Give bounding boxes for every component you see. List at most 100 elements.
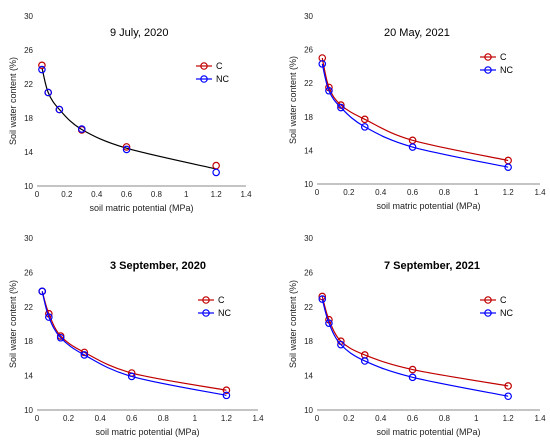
data-point-nc [127, 372, 136, 381]
y-tick-label: 30 [304, 234, 313, 243]
data-point-nc [337, 103, 345, 112]
x-tick-label: 1.4 [252, 414, 264, 423]
y-tick-label: 26 [304, 268, 313, 277]
data-point-c [212, 161, 220, 170]
data-point-nc [212, 168, 220, 177]
chart-title: 20 May, 2021 [384, 27, 450, 39]
legend-marker-nc [484, 309, 492, 317]
x-tick-label: 1.2 [221, 414, 233, 423]
data-point-c [38, 61, 46, 70]
data-point-nc [504, 392, 512, 401]
x-tick-label: 0.2 [343, 188, 355, 197]
x-axis-label: soil matric potential (MPa) [376, 427, 480, 437]
x-axis-label: soil matric potential (MPa) [95, 427, 199, 437]
y-axis-label: Soil water content (%) [288, 280, 298, 368]
data-point-nc [318, 295, 327, 303]
data-point-nc [325, 319, 333, 327]
y-tick-label: 22 [24, 80, 33, 89]
y-tick-label: 14 [24, 372, 33, 381]
data-point-c [408, 365, 417, 374]
series-line-nc [321, 298, 509, 397]
chart-panel: 10 14 18 22 26 30 0 0.2 0.4 0.6 0.8 1 1.2 1.4 soil mat… [8, 12, 252, 213]
chart-panel: 10 14 18 22 26 30 0 0.2 0.4 0.6 0.8 1 1.2 1.4 soil mat… [8, 234, 264, 437]
x-tick-label: 0 [315, 414, 320, 423]
x-tick-label: 0.8 [439, 188, 451, 197]
legend-label-c: C [500, 295, 507, 305]
x-tick-label: 0 [315, 188, 320, 197]
trend-line [41, 67, 217, 170]
x-tick-label: 0.6 [407, 188, 419, 197]
y-tick-label: 10 [304, 180, 313, 189]
x-tick-label: 1.4 [534, 414, 546, 423]
data-point-nc [80, 351, 89, 359]
x-tick-label: 1.4 [534, 188, 546, 197]
x-tick-label: 0.4 [91, 190, 103, 199]
y-tick-label: 18 [304, 337, 313, 346]
x-tick-label: 0.2 [343, 414, 355, 423]
legend: C NC [196, 61, 229, 84]
data-point-nc [360, 357, 369, 365]
chart-title: 3 September, 2020 [110, 260, 206, 272]
chart-title: 7 September, 2021 [384, 260, 480, 272]
x-tick-label: 0.8 [151, 190, 163, 199]
y-tick-label: 18 [304, 113, 313, 122]
y-axis-label: Soil water content (%) [288, 56, 298, 144]
x-tick-label: 1.2 [503, 188, 515, 197]
legend-marker-c [202, 296, 210, 304]
data-point-nc [77, 125, 86, 133]
y-tick-label: 30 [304, 12, 313, 21]
x-tick-label: 1 [474, 414, 479, 423]
y-tick-label: 18 [24, 337, 33, 346]
y-tick-label: 10 [304, 406, 313, 415]
x-tick-label: 1 [184, 190, 189, 199]
data-point-c [122, 143, 131, 151]
legend: C NC [480, 295, 513, 318]
chart-title: 9 July, 2020 [110, 27, 169, 39]
x-tick-label: 0.8 [158, 414, 170, 423]
data-point-nc [44, 88, 52, 97]
data-point-nc [318, 60, 327, 68]
x-tick-label: 0.2 [63, 414, 75, 423]
legend-label-nc: NC [216, 74, 229, 84]
y-tick-label: 22 [24, 303, 33, 312]
y-tick-label: 22 [304, 79, 313, 88]
data-point-c [360, 115, 369, 124]
x-tick-label: 0 [35, 414, 40, 423]
x-tick-label: 0.6 [121, 190, 133, 199]
x-tick-label: 0.4 [375, 414, 387, 423]
y-tick-label: 26 [24, 46, 33, 55]
y-tick-label: 14 [304, 372, 313, 381]
data-point-nc [325, 86, 333, 95]
x-tick-label: 0.6 [126, 414, 138, 423]
y-tick-label: 22 [304, 303, 313, 312]
chart-panel: 10 14 18 22 26 30 0 0.2 0.4 0.6 0.8 1 1.2 1.4 soil mat… [288, 12, 546, 211]
legend: C NC [480, 52, 513, 75]
data-point-nc [337, 340, 345, 349]
legend-marker-nc [200, 75, 208, 83]
y-tick-label: 14 [24, 148, 33, 157]
x-axis-label: soil matric potential (MPa) [89, 203, 193, 213]
data-point-c [504, 382, 512, 390]
y-tick-label: 26 [24, 268, 33, 277]
x-tick-label: 1.4 [240, 190, 252, 199]
data-point-nc [504, 163, 512, 172]
legend-label-c: C [216, 61, 223, 71]
series-line-c [41, 291, 227, 391]
x-tick-label: 0.2 [61, 190, 73, 199]
data-point-nc [38, 65, 46, 74]
y-axis-label: Soil water content (%) [8, 280, 18, 368]
x-tick-label: 1.2 [503, 414, 515, 423]
data-point-nc [122, 145, 131, 154]
x-tick-label: 0 [35, 190, 40, 199]
y-axis-label: Soil water content (%) [8, 57, 18, 145]
y-tick-label: 26 [304, 46, 313, 55]
data-point-nc [222, 391, 231, 400]
x-tick-label: 0.8 [439, 414, 451, 423]
data-point-nc [360, 123, 369, 131]
legend: C NC [198, 295, 231, 318]
legend-label-c: C [500, 52, 507, 62]
legend-label-c: C [218, 295, 225, 305]
y-tick-label: 14 [304, 146, 313, 155]
x-tick-label: 0.4 [375, 188, 387, 197]
